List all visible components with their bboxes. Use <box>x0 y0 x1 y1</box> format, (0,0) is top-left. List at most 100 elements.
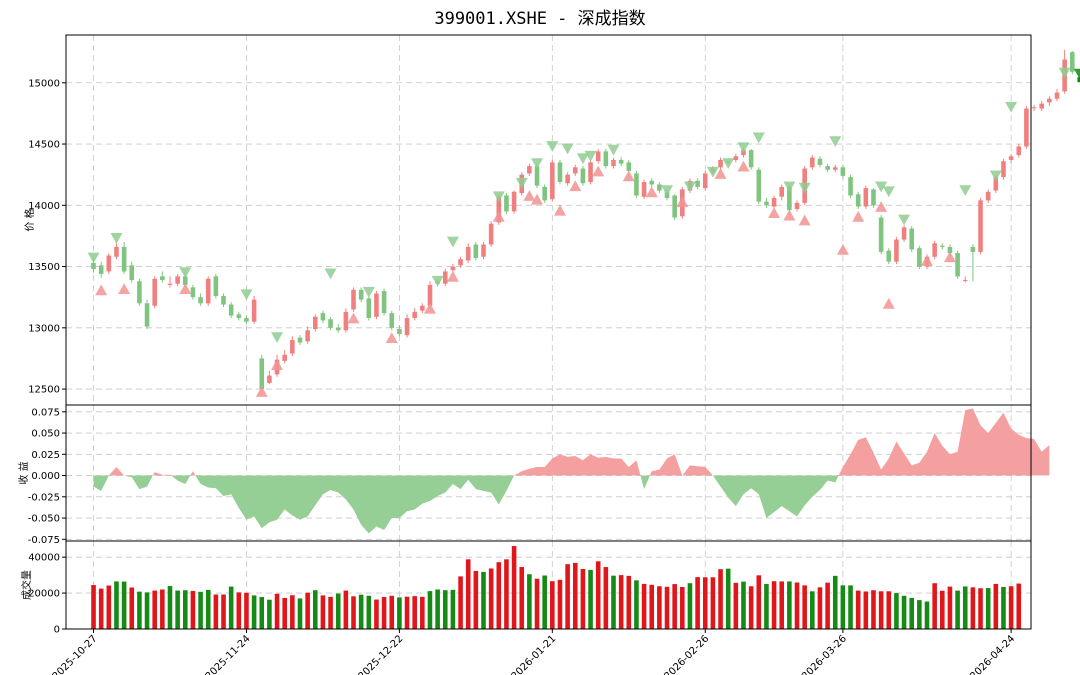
candle-body <box>328 319 333 328</box>
buy-signal-marker <box>768 207 781 219</box>
volume-bar <box>343 590 349 629</box>
candle-body <box>894 239 899 262</box>
volume-bar <box>91 585 96 629</box>
volume-bar <box>160 589 165 629</box>
candle-body <box>442 271 448 284</box>
candle-body <box>917 248 922 267</box>
volume-bar <box>817 587 823 629</box>
x-tick-label: 2025-10-27 <box>51 633 100 675</box>
volume-bar <box>802 585 807 629</box>
candle-body <box>985 191 991 201</box>
buy-signal-marker <box>523 190 536 201</box>
candle-body <box>420 305 425 311</box>
candle-body <box>1031 107 1037 109</box>
volume-bar <box>397 597 402 629</box>
volume-bar <box>527 574 532 629</box>
volume-bar <box>985 588 991 629</box>
volume-ytick-label: 0 <box>54 625 60 636</box>
candle-body <box>825 166 830 170</box>
candle-body <box>504 195 509 212</box>
candle-body <box>840 167 846 176</box>
candle-body <box>993 177 999 191</box>
sell-signal-marker <box>737 142 750 154</box>
volume-bar <box>687 583 693 629</box>
volume-bar <box>106 585 112 629</box>
sell-signal-marker <box>722 158 735 170</box>
candle-body <box>955 253 960 277</box>
candle-body <box>1047 98 1052 103</box>
volume-bar <box>496 562 502 629</box>
volume-bar <box>550 581 555 629</box>
candle-body <box>351 289 356 310</box>
candle-body <box>106 255 112 272</box>
volume-bar <box>473 570 479 629</box>
volume-bar <box>358 594 364 629</box>
candle-body <box>611 159 616 167</box>
price-ytick-label: 13500 <box>28 262 60 273</box>
volume-bar <box>794 582 800 629</box>
buy-signal-marker <box>622 170 635 182</box>
volume-bar <box>488 568 494 629</box>
volume-bar <box>481 571 486 629</box>
chart-panels: 12500 13000 13500 14000 14500 15000 价 格 -0.075 -… <box>17 34 1080 675</box>
candle-body <box>1016 146 1022 156</box>
volume-bar <box>511 546 517 629</box>
volume-bar <box>335 593 341 629</box>
candle-body <box>970 246 976 252</box>
candle-body <box>878 217 884 252</box>
sell-signal-marker <box>576 153 589 165</box>
candle-body <box>160 276 165 281</box>
candle-body <box>1054 92 1060 99</box>
volume-bar <box>771 581 777 629</box>
buy-signal-marker <box>676 196 689 208</box>
candle-body <box>580 168 586 184</box>
sell-signal-marker <box>515 177 528 189</box>
volume-bar <box>351 596 356 629</box>
volume-bar <box>748 586 754 629</box>
sell-signal-marker <box>87 252 100 264</box>
candle-body <box>657 184 662 191</box>
volume-bar <box>542 575 547 629</box>
returns-ytick-label: 0.075 <box>31 407 60 418</box>
volume-bar <box>848 585 853 629</box>
volume-bar <box>901 595 907 629</box>
volume-bar <box>435 589 440 629</box>
candle-body <box>488 223 494 245</box>
candle-body <box>236 314 242 319</box>
candle-body <box>1024 108 1029 147</box>
candle-body <box>335 327 341 331</box>
candle-body <box>810 157 815 168</box>
candle-body <box>205 278 211 304</box>
candle-body <box>588 162 593 183</box>
volume-bar <box>152 590 157 629</box>
candle-body <box>228 304 234 316</box>
candle-body <box>748 150 754 168</box>
buy-signal-marker <box>569 180 582 192</box>
volume-bar <box>557 579 563 629</box>
volume-bar <box>320 595 326 629</box>
volume-bar <box>840 585 846 629</box>
sell-signal-marker <box>561 143 574 155</box>
candle-body <box>817 158 823 165</box>
volume-bar <box>764 583 769 629</box>
candle-body <box>259 358 265 390</box>
sell-signal-marker <box>798 182 811 194</box>
volume-bar <box>465 559 471 629</box>
volume-bar <box>374 599 379 629</box>
sell-signal-marker <box>706 166 719 178</box>
volume-bar <box>129 587 135 629</box>
volume-bar <box>580 569 586 629</box>
sell-signal-marker <box>446 236 459 248</box>
volume-bar <box>274 593 280 629</box>
x-tick-label: 2026-04-24 <box>968 633 1017 675</box>
candle-body <box>695 180 700 187</box>
volume-bar <box>228 586 234 629</box>
sell-signal-marker <box>271 332 284 344</box>
candle-body <box>940 245 945 247</box>
returns-negative-area <box>93 475 1050 534</box>
buy-signal-marker <box>553 204 566 216</box>
candle-body <box>550 162 555 200</box>
volume-bar <box>121 581 127 629</box>
candle-body <box>542 186 547 201</box>
volume-bar <box>504 559 509 629</box>
